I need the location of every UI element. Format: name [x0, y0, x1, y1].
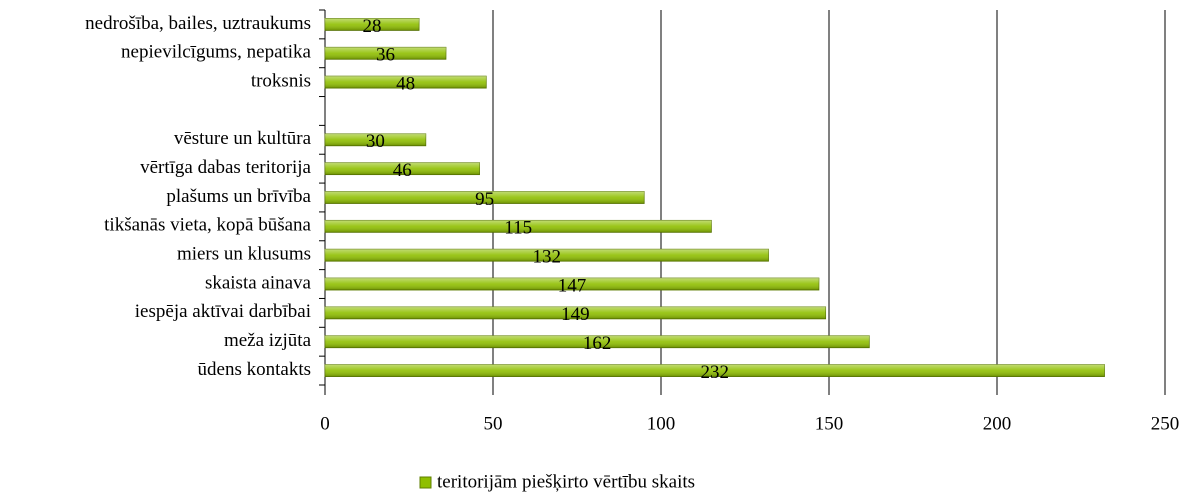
y-tick-label: vēsture un kultūra — [174, 128, 312, 149]
x-tick-label: 50 — [484, 413, 503, 434]
y-tick-label: nedrošība, bailes, uztraukums — [85, 13, 311, 34]
y-tick-label: iespēja aktīvai darbībai — [135, 301, 311, 322]
bar-shine — [325, 191, 645, 204]
bar-shine — [325, 76, 487, 89]
legend-swatch — [419, 476, 432, 489]
data-label: 149 — [561, 304, 590, 325]
x-tick-label: 100 — [647, 413, 676, 434]
bar-shine — [325, 249, 769, 262]
y-tick-label: troksnis — [251, 70, 311, 91]
bar-shine — [325, 364, 1105, 377]
bar-shine — [325, 18, 420, 31]
y-tick-label: vērtīga dabas teritorija — [140, 157, 311, 178]
bar-shine — [325, 335, 870, 348]
bar-shine — [325, 220, 712, 233]
y-tick-label: ūdens kontakts — [198, 359, 311, 380]
x-tick-label: 150 — [815, 413, 844, 434]
legend-label: teritorijām piešķirto vērtību skaits — [437, 471, 695, 492]
y-tick-label: plašums un brīvība — [166, 186, 311, 207]
data-label: 36 — [376, 45, 395, 66]
data-label: 46 — [393, 160, 412, 181]
data-label: 30 — [366, 131, 385, 152]
bar-shine — [325, 278, 819, 291]
y-tick-label: skaista ainava — [205, 272, 312, 293]
data-label: 132 — [533, 247, 562, 268]
x-tick-label: 0 — [320, 413, 330, 434]
bar-shine — [325, 133, 426, 146]
data-label: 147 — [558, 275, 587, 296]
y-tick-label: nepievilcīgums, nepatika — [121, 42, 312, 63]
data-label: 115 — [504, 218, 532, 239]
data-label: 95 — [475, 189, 494, 210]
data-label: 28 — [363, 16, 382, 37]
bar-shine — [325, 162, 480, 175]
data-label: 232 — [701, 362, 730, 383]
bar-shine — [325, 306, 826, 319]
bar-shine — [325, 47, 446, 60]
data-label: 162 — [583, 333, 612, 354]
y-tick-label: meža izjūta — [224, 330, 312, 351]
y-tick-label: miers un klusums — [177, 244, 311, 265]
x-tick-label: 200 — [983, 413, 1012, 434]
x-tick-label: 250 — [1151, 413, 1180, 434]
data-label: 48 — [396, 73, 415, 94]
y-tick-label: tikšanās vieta, kopā būšana — [104, 215, 311, 236]
